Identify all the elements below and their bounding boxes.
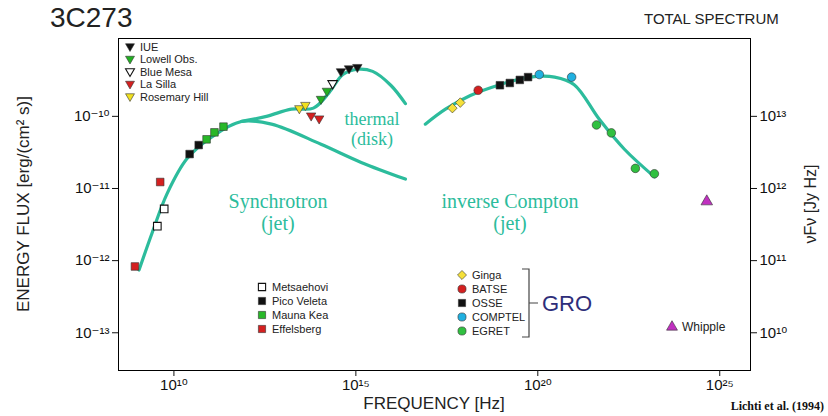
svg-text:Rosemary Hill: Rosemary Hill (140, 91, 208, 103)
svg-text:10²⁰: 10²⁰ (524, 376, 552, 393)
svg-text:10⁻¹³: 10⁻¹³ (75, 324, 110, 341)
svg-text:OSSE: OSSE (472, 297, 503, 309)
svg-text:COMPTEL: COMPTEL (472, 311, 525, 323)
svg-text:Mauna Kea: Mauna Kea (272, 309, 329, 321)
svg-text:Lowell Obs.: Lowell Obs. (140, 53, 197, 65)
svg-text:Ginga: Ginga (472, 269, 502, 281)
html-text:νFν [Jy Hz]: νFν [Jy Hz] (802, 164, 820, 244)
svg-text:10⁻¹⁰: 10⁻¹⁰ (74, 107, 110, 124)
svg-text:Effelsberg: Effelsberg (272, 323, 321, 335)
svg-text:10¹³: 10¹³ (760, 107, 787, 124)
svg-text:10⁻¹²: 10⁻¹² (75, 251, 110, 268)
html-text:Synchrotron (jet): Synchrotron (jet) (228, 190, 328, 234)
svg-text:10²⁵: 10²⁵ (706, 376, 734, 393)
html-text:3C273: 3C273 (50, 2, 133, 33)
html-text:Lichti et al. (1994): Lichti et al. (1994) (730, 399, 824, 413)
svg-text:BATSE: BATSE (472, 283, 507, 295)
html-text:thermal (disk): thermal (disk) (344, 109, 400, 149)
svg-text:10⁻¹¹: 10⁻¹¹ (75, 179, 110, 196)
svg-text:10¹⁰: 10¹⁰ (760, 324, 788, 341)
svg-text:10¹⁵: 10¹⁵ (342, 376, 370, 393)
svg-text:10¹¹: 10¹¹ (760, 251, 787, 268)
svg-text:10¹⁰: 10¹⁰ (160, 376, 188, 393)
svg-text:IUE: IUE (140, 41, 158, 53)
svg-text:GRO: GRO (542, 291, 592, 316)
svg-text:10¹²: 10¹² (760, 179, 787, 196)
html-text:FREQUENCY [Hz]: FREQUENCY [Hz] (363, 394, 505, 413)
svg-text:Whipple: Whipple (682, 320, 726, 334)
svg-text:La Silla: La Silla (140, 78, 177, 90)
svg-text:Metsaehovi: Metsaehovi (272, 281, 328, 293)
svg-text:Blue Mesa: Blue Mesa (140, 66, 193, 78)
svg-text:Pico Veleta: Pico Veleta (272, 295, 328, 307)
html-text:ENERGY FLUX [erg/(cm² s)]: ENERGY FLUX [erg/(cm² s)] (13, 96, 33, 312)
html-text:inverse Compton (jet): inverse Compton (jet) (441, 190, 579, 234)
svg-text:EGRET: EGRET (472, 325, 510, 337)
html-text:TOTAL SPECTRUM: TOTAL SPECTRUM (644, 10, 779, 27)
